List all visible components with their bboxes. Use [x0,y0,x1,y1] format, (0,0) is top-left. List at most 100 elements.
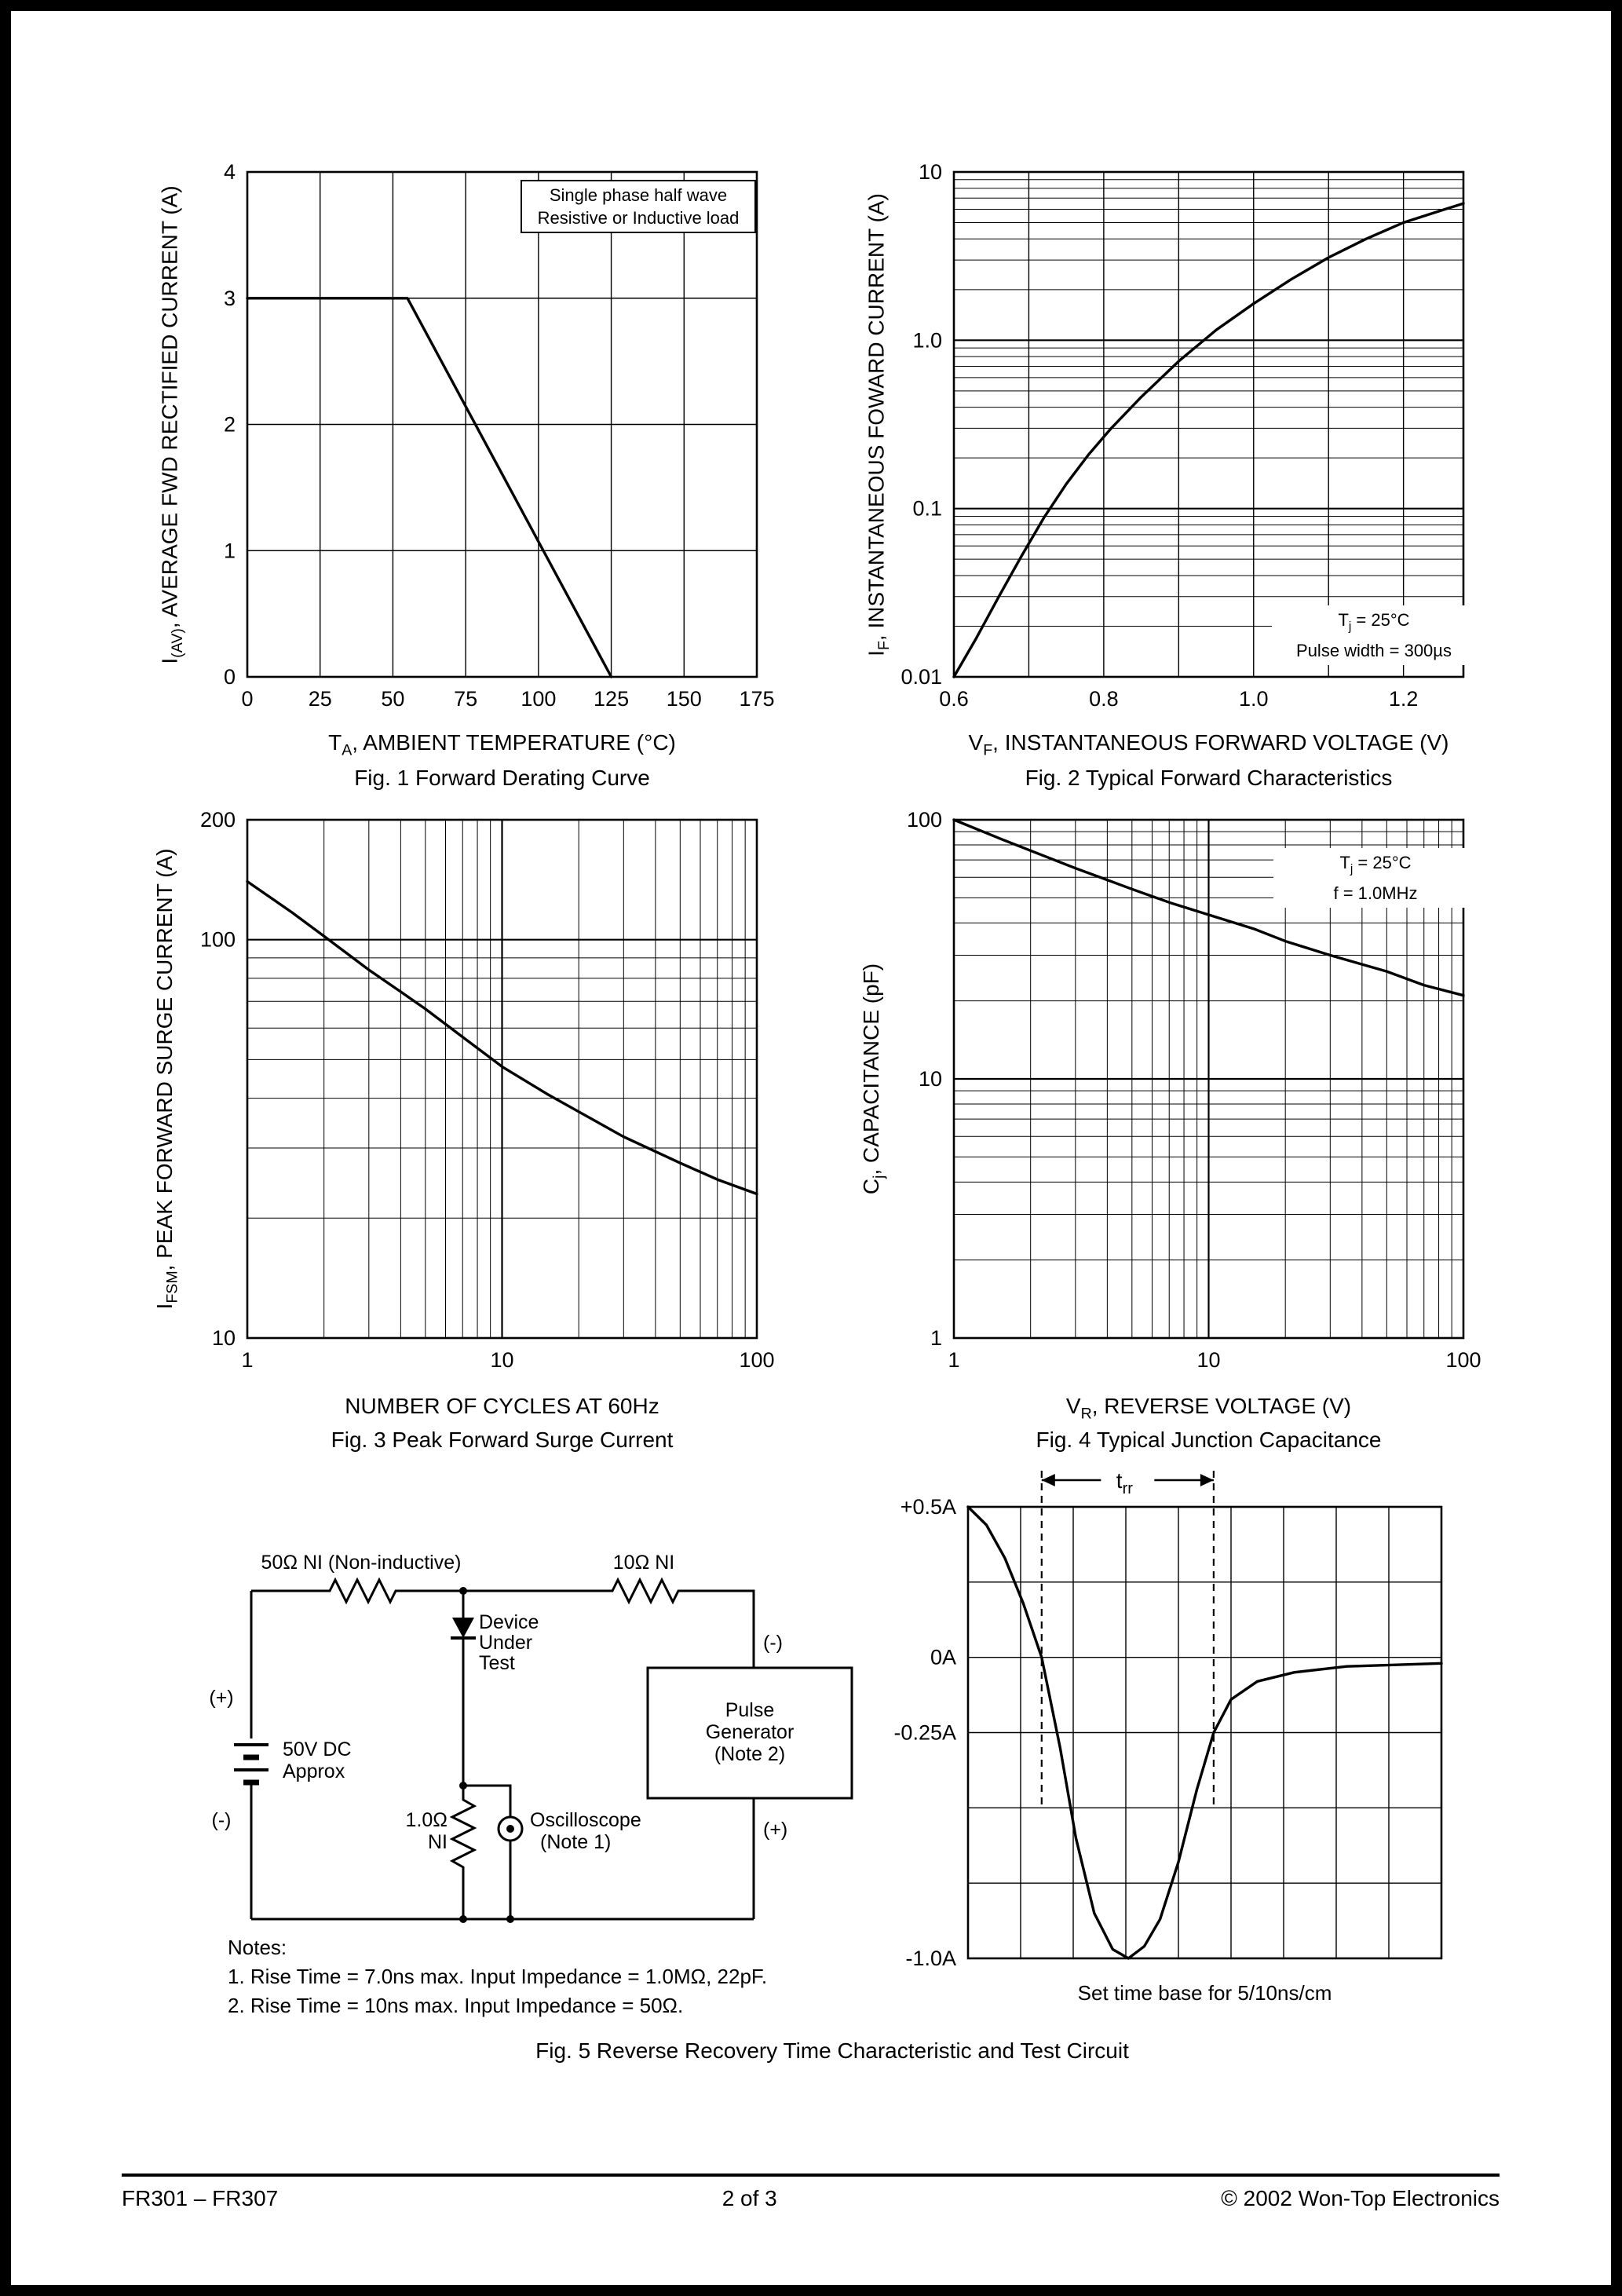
svg-text:1.0: 1.0 [912,328,942,352]
pulse-gen-minus-label: (-) [763,1632,783,1654]
fig2-ylabel-rest: , INSTANTANEOUS FOWARD CURRENT (A) [864,193,889,642]
fig2-chart: 0.6 0.8 1.0 1.2 10 1.0 0.1 0.01 [901,160,1465,711]
svg-text:4: 4 [224,160,236,184]
fig3-ylabel-pre: I [152,1303,177,1310]
svg-text:100: 100 [200,928,236,952]
fig4-chart: 1 10 100 100 10 1 [907,808,1481,1372]
pulse-gen-plus-label: (+) [763,1819,787,1841]
svg-text:+0.5A: +0.5A [901,1495,956,1519]
svg-text:75: 75 [454,687,477,711]
fig4-xlabel-pre: V [1065,1394,1081,1418]
svg-text:1.2: 1.2 [1389,687,1419,711]
pulse-generator-label-line2: Generator [706,1721,795,1743]
svg-text:2: 2 [224,413,236,437]
fig4-ylabel-rest: , CAPACITANCE (pF) [859,963,883,1175]
fig4-ylabel: Cj, CAPACITANCE (pF) [857,820,888,1338]
footer-page-number: 2 of 3 [721,2186,777,2210]
svg-text:100: 100 [521,687,556,711]
oscilloscope-label-line1: Oscilloscope [530,1809,641,1831]
fig3-xlabel: NUMBER OF CYCLES AT 60Hz [345,1394,659,1418]
junction-dot [459,1782,467,1790]
svg-text:0.8: 0.8 [1089,687,1119,711]
svg-text:50: 50 [381,687,404,711]
fig1-xlabel-sub: A [342,741,353,759]
svg-text:0A: 0A [930,1646,956,1669]
svg-text:1.0: 1.0 [1239,687,1269,711]
svg-text:25: 25 [309,687,332,711]
fig3-ylabel-rest: , PEAK FORWARD SURGE CURRENT (A) [152,848,177,1271]
fig5-waveform: +0.5A 0A -0.25A -1.0A trr Set time base for … [864,1449,1468,2005]
fig1-forward-derating: I(AV), AVERAGE FWD RECTIFIED CURRENT (A)… [153,160,775,790]
note-1: 1. Rise Time = 7.0ns max. Input Impedanc… [228,1965,768,1988]
fig1-ylabel-rest: , AVERAGE FWD RECTIFIED CURRENT (A) [157,185,182,629]
svg-text:3: 3 [224,287,236,310]
supply-label-line2: Approx [283,1760,345,1782]
fig2-forward-characteristics: IF, INSTANTANEOUS FOWARD CURRENT (A) 0.6… [860,160,1480,790]
svg-text:10: 10 [212,1326,236,1350]
wire-oscilloscope-upper [463,1784,512,1817]
resistor-50ohm-label: 50Ω NI (Non-inductive) [261,1552,462,1574]
svg-text:0.1: 0.1 [912,497,942,521]
svg-text:100: 100 [1445,1348,1481,1372]
fig1-annotation-line1: Single phase half wave [549,185,728,205]
fig4-annotation-line1: Tj = 25°C [1339,853,1412,876]
fig2-annotation-line1: Tj = 25°C [1338,610,1410,634]
svg-text:100: 100 [907,808,942,832]
footer: FR301 – FR307 2 of 3 © 2002 Won-Top Elec… [122,2186,1500,2211]
svg-text:0.6: 0.6 [939,687,969,711]
fig4-annotation-line2: f = 1.0MHz [1333,883,1418,904]
fig3-caption: Fig. 3 Peak Forward Surge Current [331,1428,674,1452]
svg-text:125: 125 [594,687,629,711]
notes-title: Notes: [228,1936,287,1959]
fig5-test-circuit: 50Ω NI (Non-inductive) 10Ω NI Device Und… [204,1550,879,1974]
dut-label-line2: Under [479,1632,532,1654]
fig1-ylabel: I(AV), AVERAGE FWD RECTIFIED CURRENT (A) [156,173,187,678]
fig2-xlabel-sub: F [983,741,993,759]
footer-rule [122,2174,1500,2177]
fig1-xlabel-pre: T [328,730,342,755]
resistor-50ohm [322,1577,400,1605]
pulse-generator-label-line3: (Note 2) [714,1743,785,1765]
fig4-caption: Fig. 4 Typical Junction Capacitance [1036,1428,1382,1452]
pulse-generator-label-line1: Pulse [725,1699,775,1721]
resistor-1ohm-label-line1: 1.0Ω [406,1809,448,1831]
fig3-ylabel: IFSM, PEAK FORWARD SURGE CURRENT (A) [151,820,181,1338]
fig4-junction-capacitance: Cj, CAPACITANCE (pF) 1 10 100 100 10 1 Tj = 2… [857,808,1481,1452]
fig2-ylabel-pre: I [864,650,889,656]
oscilloscope-label-line2: (Note 1) [540,1831,611,1853]
junction-dot [459,1587,467,1595]
diode-symbol [452,1618,474,1638]
fig5-caption: Fig. 5 Reverse Recovery Time Characteris… [535,2038,1129,2063]
wire-top-right [683,1589,755,1668]
fig4-xlabel-sub: R [1080,1405,1092,1423]
note-2: 2. Rise Time = 10ns max. Input Impedance… [228,1994,684,2017]
svg-text:-0.25A: -0.25A [893,1721,956,1745]
svg-text:200: 200 [200,808,236,832]
fig2-ylabel: IF, INSTANTANEOUS FOWARD CURRENT (A) [863,173,893,678]
fig2-xlabel-pre: V [968,730,984,755]
fig4-ylabel-pre: C [859,1178,883,1195]
svg-text:10: 10 [490,1348,513,1372]
fig1-caption: Fig. 1 Forward Derating Curve [354,766,650,790]
fig2-caption: Fig. 2 Typical Forward Characteristics [1025,766,1393,790]
circuit-wires [250,1577,853,1921]
fig1-ylabel-sub: (AV) [169,628,187,658]
fig2-annotation: Tj = 25°C Pulse width = 300µs [1272,605,1476,666]
oscilloscope-probe-dot [506,1825,514,1833]
svg-text:1: 1 [224,539,236,562]
svg-text:1: 1 [930,1326,942,1350]
svg-text:1: 1 [948,1348,959,1372]
dut-label-line3: Test [479,1652,515,1674]
supply-label-line1: 50V DC [283,1738,352,1760]
fig3-surge-current: IFSM, PEAK FORWARD SURGE CURRENT (A) 1 10… [151,808,775,1452]
fig4-xlabel: VR, REVERSE VOLTAGE (V) [954,1394,1463,1424]
fig3-ylabel-sub: FSM [163,1270,181,1303]
battery-plus-label: (+) [209,1687,233,1709]
fig1-xlabel-rest: , AMBIENT TEMPERATURE (°C) [352,730,676,755]
footer-copyright: © 2002 Won-Top Electronics [1221,2186,1500,2210]
pulse-generator-box [646,1666,853,1800]
footer-part-number: FR301 – FR307 [122,2186,279,2210]
